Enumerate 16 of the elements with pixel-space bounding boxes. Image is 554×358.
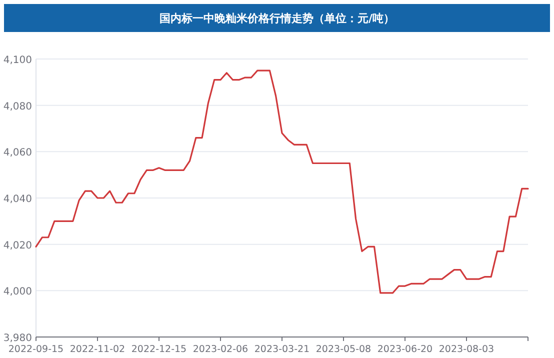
x-tick-label: 2023-05-08: [316, 344, 372, 355]
y-tick-label: 4,000: [3, 286, 32, 298]
y-tick-label: 4,060: [3, 148, 32, 159]
x-tick-label: 2022-11-02: [70, 344, 126, 355]
chart-title: 国内标一中晚籼米价格行情走势（单位：元/吨）: [159, 12, 395, 25]
x-tick-label: 2023-06-20: [377, 344, 433, 355]
y-tick-label: 4,080: [3, 101, 32, 112]
x-tick-label: 2023-08-03: [438, 344, 494, 355]
y-tick-label: 4,100: [3, 55, 32, 66]
x-tick-label: 2022-12-15: [131, 344, 187, 355]
x-tick-label: 2022-09-15: [8, 344, 64, 355]
y-tick-label: 3,980: [3, 333, 32, 344]
y-tick-label: 4,020: [3, 240, 32, 252]
x-tick-label: 2023-02-06: [192, 344, 248, 355]
x-tick-label: 2023-03-21: [254, 344, 310, 355]
y-tick-label: 4,040: [3, 194, 32, 205]
